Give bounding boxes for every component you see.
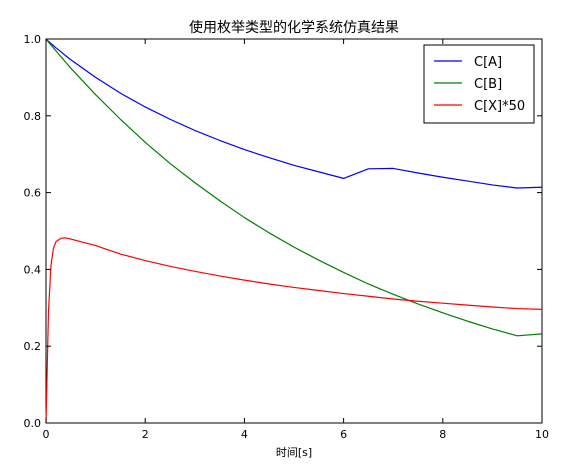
x-axis-label: 时间[s] bbox=[276, 446, 312, 459]
y-tick-label: 0.2 bbox=[24, 340, 42, 353]
y-tick-label: 1.0 bbox=[24, 33, 42, 46]
y-tick-label: 0.0 bbox=[24, 417, 42, 430]
x-tick-label: 2 bbox=[142, 428, 149, 441]
legend-box bbox=[423, 44, 535, 124]
chart-title: 使用枚举类型的化学系统仿真结果 bbox=[189, 19, 399, 36]
x-tick-label: 6 bbox=[340, 428, 347, 441]
x-tick-label: 8 bbox=[439, 428, 446, 441]
x-tick-label: 10 bbox=[535, 428, 549, 441]
y-tick-label: 0.6 bbox=[24, 187, 42, 200]
axis-ticks: 0 2 4 6 8 10 0.0 0.2 0.4 0.6 0.8 1.0 bbox=[24, 33, 550, 441]
legend-label-1: C[A] bbox=[474, 55, 502, 70]
series-line-1 bbox=[45, 38, 543, 189]
y-tick-label: 0.4 bbox=[24, 263, 42, 276]
legend-label-3: C[X]*50 bbox=[474, 99, 525, 114]
series-line-3 bbox=[45, 237, 543, 424]
series-line-2 bbox=[45, 38, 543, 337]
x-tick-label: 0 bbox=[43, 428, 50, 441]
legend-label-2: C[B] bbox=[474, 77, 502, 92]
legend: C[A] C[B] C[X]*50 bbox=[423, 44, 535, 124]
series-layer bbox=[45, 38, 543, 424]
y-tick-label: 0.8 bbox=[24, 110, 42, 123]
x-tick-label: 4 bbox=[241, 428, 248, 441]
